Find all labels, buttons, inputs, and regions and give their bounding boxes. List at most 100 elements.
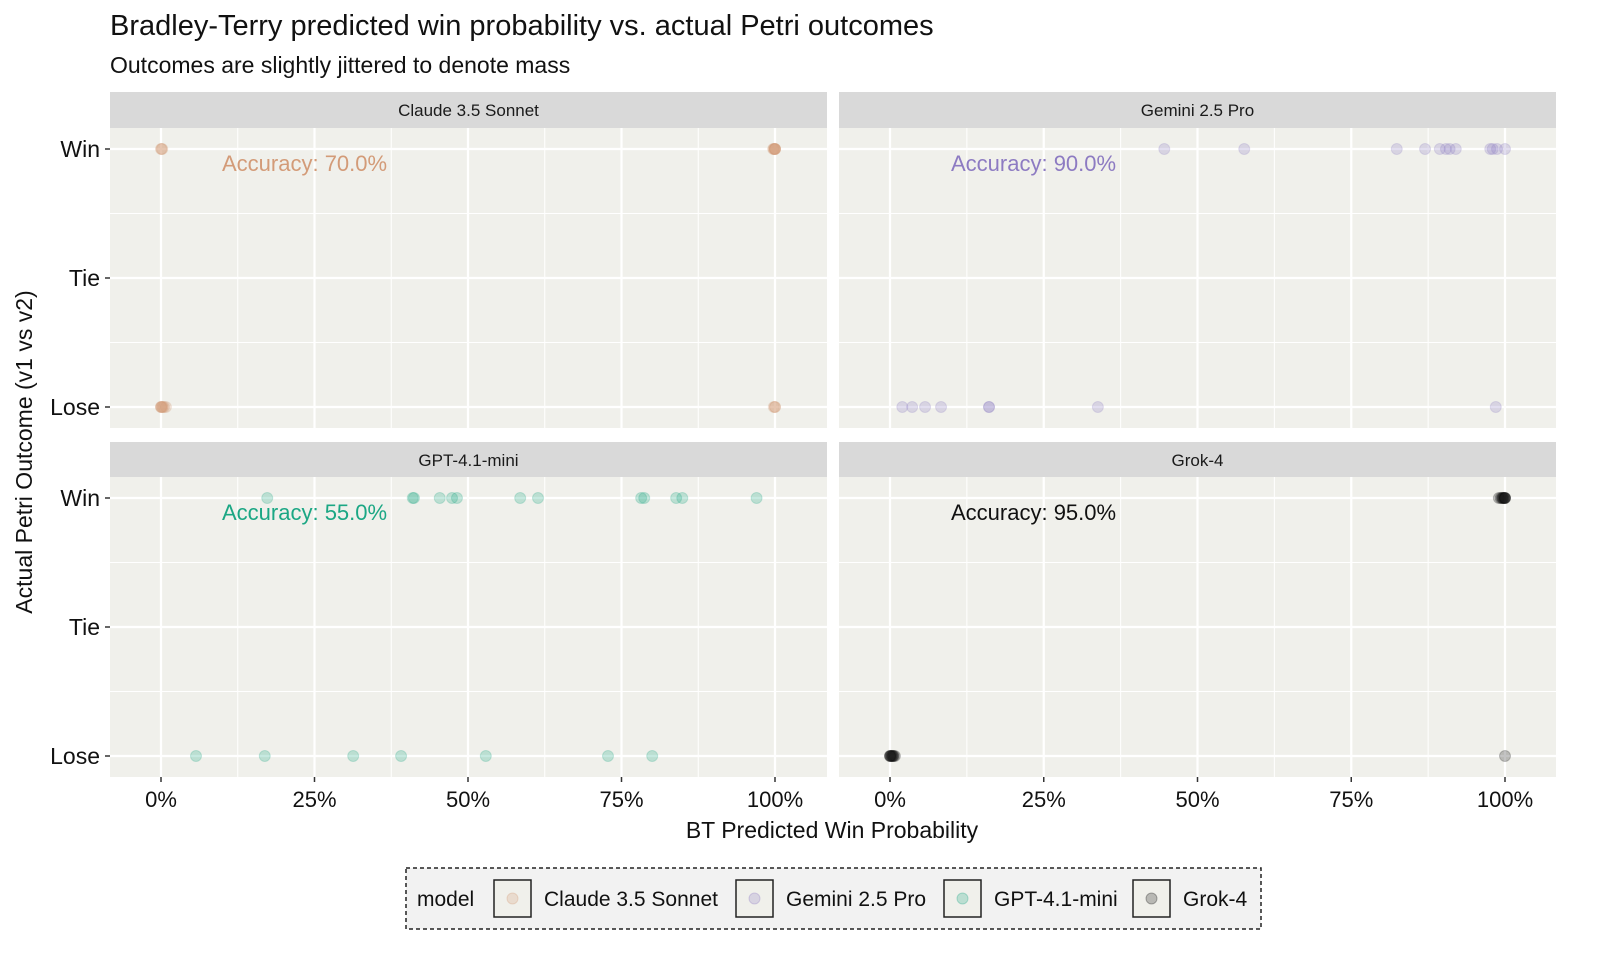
x-tick-label: 100%: [747, 787, 803, 812]
data-point-lose: [769, 401, 781, 413]
data-point-lose: [884, 750, 896, 762]
data-point-lose: [158, 401, 171, 413]
data-point-win: [1498, 492, 1511, 504]
facet-panel: Claude 3.5 Sonnet Accuracy: 70.0% Lose Tie W…: [50, 92, 827, 428]
data-point-win: [635, 492, 648, 504]
y-axis-label: Actual Petri Outcome (v1 vs v2): [11, 290, 37, 613]
data-point-win: [1499, 492, 1511, 504]
legend-label: GPT-4.1-mini: [994, 888, 1118, 911]
data-point-win: [531, 492, 544, 504]
data-point-win: [1449, 143, 1462, 155]
data-point-win: [155, 143, 167, 155]
data-point-win: [1158, 143, 1171, 155]
legend-key: [735, 879, 774, 918]
accuracy-annotation: Accuracy: 70.0%: [222, 151, 387, 176]
facet-panel: Gemini 2.5 Pro Accuracy: 90.0%: [839, 92, 1556, 428]
legend-box: [405, 867, 1262, 930]
data-point-lose: [769, 401, 781, 413]
data-point-lose: [155, 401, 167, 413]
x-axis-label: BT Predicted Win Probability: [686, 817, 979, 843]
data-point-lose: [884, 750, 897, 762]
x-tick-label: 50%: [446, 787, 490, 812]
chart-subtitle: Outcomes are slightly jittered to denote…: [110, 52, 570, 78]
data-point-win: [1499, 143, 1511, 155]
facet-panel: GPT-4.1-mini Accuracy: 55.0% Lose Tie Win 0% 2…: [50, 442, 827, 812]
facet-strip-label: Grok-4: [1172, 451, 1224, 470]
facet-strip: [839, 92, 1556, 128]
data-point-lose: [601, 750, 614, 762]
data-point-win: [1390, 143, 1403, 155]
data-point-win: [1497, 492, 1510, 504]
data-point-lose: [896, 401, 909, 413]
y-tick-label: Lose: [50, 394, 100, 420]
data-point-lose: [919, 401, 932, 413]
data-point-win: [1433, 143, 1446, 155]
data-point-win: [670, 492, 683, 504]
data-point-win: [407, 492, 420, 504]
data-point-win: [1494, 492, 1507, 504]
data-point-lose: [888, 750, 901, 762]
y-tick-label: Win: [60, 485, 100, 511]
data-point-win: [514, 492, 527, 504]
data-point-win: [433, 492, 446, 504]
data-point-win: [750, 492, 763, 504]
data-point-lose: [906, 401, 919, 413]
legend-symbol: [1145, 892, 1158, 905]
facet-panel: Grok-4 Accuracy: 95.0% 0% 25% 50% 75% 100%: [839, 442, 1556, 812]
data-point-win: [769, 143, 781, 155]
data-point-lose: [887, 750, 900, 762]
data-point-lose: [885, 750, 898, 762]
chart-title: Bradley-Terry predicted win probability …: [110, 10, 934, 42]
facet-strip-label: Gemini 2.5 Pro: [1141, 101, 1254, 120]
data-point-win: [638, 492, 651, 504]
legend-label: Gemini 2.5 Pro: [786, 888, 926, 911]
y-tick-label: Win: [60, 136, 100, 162]
data-point-lose: [1489, 401, 1502, 413]
data-point-lose: [885, 750, 898, 762]
data-point-lose: [258, 750, 271, 762]
data-point-lose: [155, 401, 167, 413]
data-point-win: [1443, 143, 1456, 155]
accuracy-annotation: Accuracy: 95.0%: [951, 500, 1116, 525]
data-point-lose: [159, 401, 172, 413]
data-point-win: [1497, 492, 1510, 504]
data-point-lose: [156, 401, 169, 413]
data-point-lose: [886, 750, 899, 762]
data-point-win: [1486, 143, 1499, 155]
data-point-win: [1492, 492, 1505, 504]
legend-title: model: [417, 888, 474, 911]
legend-label: Grok-4: [1183, 888, 1248, 911]
data-point-win: [1499, 492, 1511, 504]
data-point-win: [261, 492, 274, 504]
data-point-win: [1419, 143, 1432, 155]
data-point-lose: [935, 401, 948, 413]
data-point-lose: [767, 401, 780, 413]
data-point-win: [768, 143, 781, 155]
legend-key: [943, 879, 982, 918]
legend-symbol: [506, 892, 519, 905]
x-tick-label: 0%: [874, 787, 906, 812]
facet-strip: [839, 442, 1556, 477]
legend-key: [1132, 879, 1171, 918]
data-point-win: [155, 143, 168, 155]
data-point-lose: [983, 401, 996, 413]
data-point-lose: [479, 750, 492, 762]
legend-key: [493, 879, 532, 918]
y-tick-label: Lose: [50, 743, 100, 769]
data-point-lose: [189, 750, 202, 762]
x-tick-label: 75%: [1329, 787, 1373, 812]
data-point-lose: [156, 401, 169, 413]
data-point-lose: [347, 750, 360, 762]
x-tick-label: 75%: [599, 787, 643, 812]
facet-strip-label: GPT-4.1-mini: [418, 451, 518, 470]
legend-symbol: [748, 892, 761, 905]
data-point-win: [446, 492, 459, 504]
data-point-win: [1496, 492, 1509, 504]
legend-label: Claude 3.5 Sonnet: [544, 888, 718, 911]
data-point-win: [406, 492, 419, 504]
data-point-win: [1491, 143, 1504, 155]
facet-strip: [110, 92, 827, 128]
x-tick-label: 0%: [145, 787, 177, 812]
data-point-win: [767, 143, 780, 155]
